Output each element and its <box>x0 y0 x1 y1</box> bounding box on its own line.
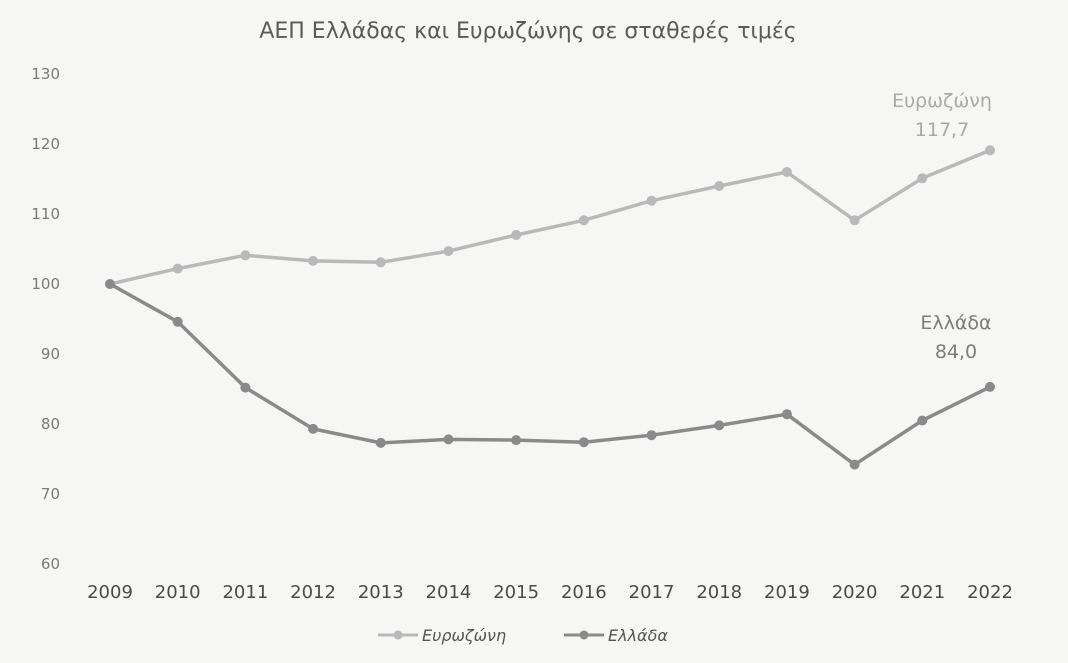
series-line-eurozone <box>109 148 991 286</box>
data-point-greece <box>375 437 386 448</box>
x-tick-label: 2018 <box>696 582 742 603</box>
data-point-eurozone <box>781 167 792 177</box>
legend-label-greece: Ελλάδα <box>608 626 668 645</box>
greece-annotation: Ελλάδα 84,0 <box>920 312 991 363</box>
x-axis-ticks: 2009 2010 2011 2012 2013 2014 2015 2016 2017 2018… <box>87 582 1013 603</box>
y-tick-label: 90 <box>41 345 60 363</box>
data-point-eurozone <box>578 215 589 226</box>
data-point-greece <box>646 430 657 441</box>
legend-item-greece: Ελλάδα <box>564 626 668 645</box>
x-tick-label: 2011 <box>222 582 268 603</box>
x-tick-label: 2016 <box>561 582 607 603</box>
x-tick-label: 2017 <box>629 582 675 603</box>
data-point-eurozone <box>646 195 657 206</box>
data-point-eurozone <box>985 145 995 156</box>
x-tick-label: 2019 <box>764 582 810 603</box>
data-point-eurozone <box>714 181 725 191</box>
x-tick-label: 2012 <box>290 582 336 603</box>
greece-annotation-value: 84,0 <box>935 341 977 363</box>
y-tick-label: 120 <box>31 135 60 153</box>
x-tick-label: 2022 <box>967 582 1013 603</box>
series-line-greece <box>109 282 991 467</box>
data-point-greece <box>172 316 183 327</box>
data-point-greece <box>781 409 792 420</box>
data-point-greece <box>511 435 522 446</box>
data-point-greece <box>714 420 725 431</box>
eurozone-annotation: Ευρωζώνη 117,7 <box>892 90 992 141</box>
data-point-eurozone <box>172 263 183 274</box>
data-point-eurozone <box>375 257 386 268</box>
x-tick-label: 2015 <box>493 582 539 603</box>
chart-legend: Ευρωζώνη Ελλάδα <box>378 626 668 645</box>
chart-title: ΑΕΠ Ελλάδας και Ευρωζώνης σε σταθερές τι… <box>259 19 796 44</box>
y-tick-label: 100 <box>31 275 60 293</box>
data-point-eurozone <box>240 250 251 261</box>
data-point-eurozone <box>917 173 928 184</box>
y-axis-ticks: 60 70 80 90 100 110 120 130 <box>31 65 60 573</box>
legend-marker-greece <box>579 630 589 640</box>
greece-annotation-label: Ελλάδα <box>920 312 991 334</box>
y-tick-label: 60 <box>41 555 60 573</box>
x-tick-label: 2021 <box>899 582 945 603</box>
x-tick-label: 2009 <box>87 582 133 603</box>
y-tick-label: 80 <box>41 415 60 433</box>
data-point-eurozone <box>443 246 454 257</box>
y-tick-label: 130 <box>31 65 60 83</box>
data-point-greece <box>578 437 589 448</box>
data-point-greece <box>105 279 115 289</box>
eurozone-annotation-label: Ευρωζώνη <box>892 90 992 112</box>
series-points <box>105 145 995 470</box>
data-point-greece <box>917 415 928 426</box>
x-tick-label: 2013 <box>358 582 404 603</box>
legend-item-eurozone: Ευρωζώνη <box>378 626 506 645</box>
data-point-greece <box>443 434 454 445</box>
data-point-eurozone <box>511 230 522 240</box>
data-point-greece <box>240 382 251 393</box>
data-point-greece <box>849 459 860 470</box>
data-point-eurozone <box>849 215 860 226</box>
x-tick-label: 2010 <box>155 582 201 603</box>
eurozone-annotation-value: 117,7 <box>915 119 969 141</box>
series-lines <box>109 148 991 467</box>
y-tick-label: 110 <box>31 205 60 223</box>
x-tick-label: 2014 <box>426 582 472 603</box>
x-tick-label: 2020 <box>832 582 878 603</box>
legend-marker-eurozone <box>393 630 403 640</box>
data-point-eurozone <box>308 255 319 266</box>
legend-label-eurozone: Ευρωζώνη <box>422 626 506 645</box>
y-tick-label: 70 <box>41 485 60 503</box>
data-point-greece <box>308 423 319 434</box>
data-point-greece <box>985 381 995 392</box>
